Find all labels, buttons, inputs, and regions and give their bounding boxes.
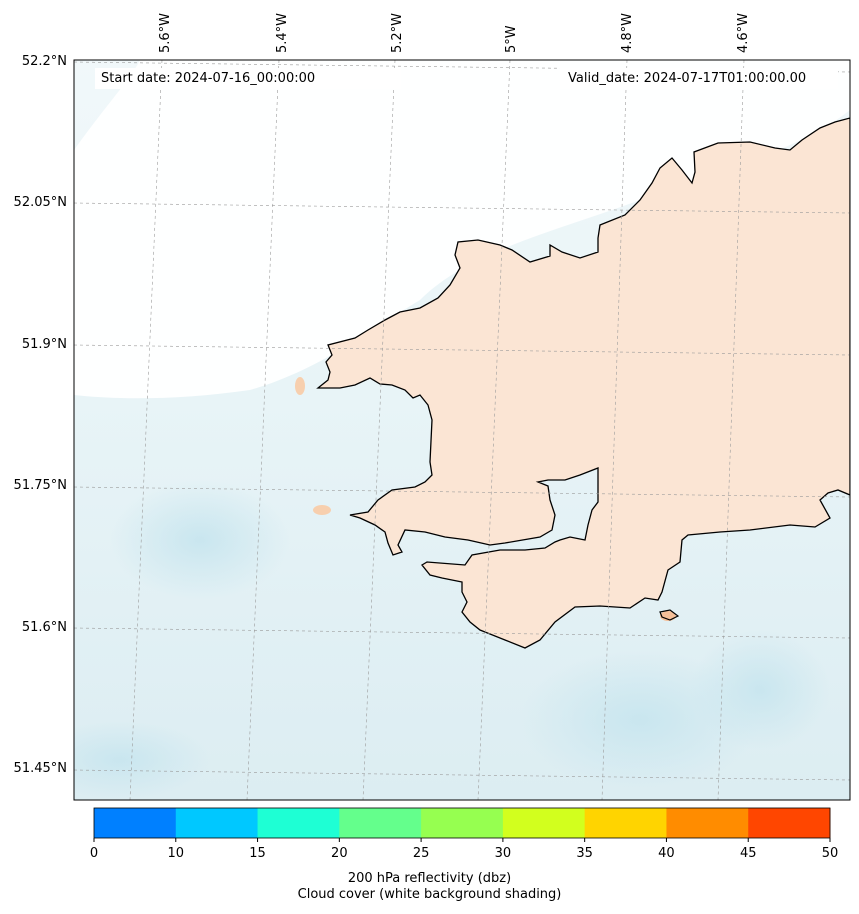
colorbar-segment xyxy=(94,808,177,838)
colorbar-segment xyxy=(257,808,340,838)
lat-label: 52.2°N xyxy=(22,54,67,69)
colorbar-segment xyxy=(502,808,586,838)
sea-cloud-patch xyxy=(110,480,290,600)
colorbar-tick-label: 35 xyxy=(576,846,593,861)
colorbar-title: 200 hPa reflectivity (dbz) xyxy=(347,871,512,886)
lon-label: 4.6°W xyxy=(736,13,751,53)
lon-label: 5°W xyxy=(504,25,519,53)
island-blob xyxy=(295,377,305,395)
colorbar-segment xyxy=(666,808,749,838)
colorbar-segment xyxy=(421,808,504,838)
sea-cloud-patch xyxy=(74,720,210,800)
map-frame xyxy=(73,59,851,801)
lon-label: 4.8°W xyxy=(620,13,635,53)
colorbar-tick-label: 15 xyxy=(249,846,266,861)
lat-label: 51.45°N xyxy=(14,761,67,776)
lat-label: 51.75°N xyxy=(14,478,67,493)
latitude-labels: 52.2°N 52.05°N 51.9°N 51.75°N 51.6°N 51.… xyxy=(14,54,67,776)
colorbar-segment xyxy=(584,808,667,838)
sea-cloud-patch xyxy=(690,630,830,750)
colorbar-segment xyxy=(175,808,259,838)
colorbar-tick-label: 0 xyxy=(90,846,98,861)
colorbar-subtitle: Cloud cover (white background shading) xyxy=(297,887,562,902)
colorbar-tick-label: 50 xyxy=(822,846,839,861)
colorbar-segment xyxy=(748,808,831,838)
colorbar-tick-label: 20 xyxy=(331,846,348,861)
coastline-island xyxy=(659,609,680,621)
colorbar-tick-label: 30 xyxy=(495,846,512,861)
colorbar-tick-label: 25 xyxy=(413,846,430,861)
map-area xyxy=(74,60,850,800)
colorbar-segment xyxy=(339,808,422,838)
colorbar-frame xyxy=(93,807,831,839)
lon-label: 5.4°W xyxy=(275,13,290,53)
start-date-label: Start date: 2024-07-16_00:00:00 xyxy=(95,68,401,89)
valid-date-label: Valid_date: 2024-07-17T01:00:00.00 xyxy=(560,68,838,89)
longitude-labels: 5.6°W 5.4°W 5.2°W 5°W 4.8°W 4.6°W xyxy=(158,13,751,53)
colorbar-tick-label: 45 xyxy=(740,846,757,861)
lon-label: 5.6°W xyxy=(158,13,173,53)
lat-label: 52.05°N xyxy=(14,195,67,210)
lat-label: 51.6°N xyxy=(22,620,67,635)
lat-label: 51.9°N xyxy=(22,337,67,352)
colorbar: 0 10 15 20 25 30 35 40 45 50 xyxy=(90,807,839,861)
colorbar-tick-label: 40 xyxy=(658,846,675,861)
colorbar-tick-label: 10 xyxy=(168,846,185,861)
lon-label: 5.2°W xyxy=(390,13,405,53)
island-blob xyxy=(313,505,331,515)
